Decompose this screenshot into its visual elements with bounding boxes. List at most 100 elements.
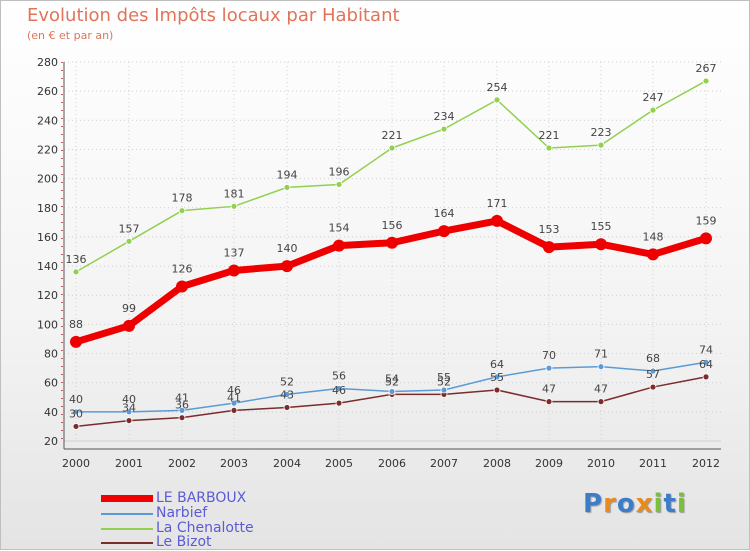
logo-letter: o	[616, 489, 636, 519]
data-point	[388, 388, 396, 395]
y-tick-label: 40	[44, 406, 58, 419]
data-point	[493, 373, 501, 381]
data-label: 41	[227, 391, 241, 404]
proxiti-logo[interactable]: Proxiti	[583, 489, 687, 519]
data-label: 47	[542, 383, 556, 396]
data-point	[230, 399, 238, 407]
data-label: 178	[172, 192, 193, 205]
data-point	[72, 423, 80, 430]
data-label: 40	[69, 393, 83, 406]
logo-letter: x	[635, 489, 654, 519]
data-label: 52	[437, 375, 451, 388]
y-tick-label: 80	[44, 348, 58, 361]
legend-label-le-barboux: LE BARBOUX	[156, 490, 247, 506]
data-label: 36	[175, 399, 189, 412]
legend-label-la-chenalotte: La Chenalotte	[156, 520, 254, 536]
data-point	[597, 398, 605, 406]
data-point	[178, 207, 186, 215]
data-point	[543, 241, 555, 254]
y-tick-label: 100	[37, 318, 58, 331]
data-point	[702, 373, 710, 381]
data-label: 46	[227, 384, 241, 397]
data-label: 68	[646, 352, 660, 365]
x-tick-label: 2002	[168, 457, 196, 470]
data-label: 137	[224, 246, 245, 259]
logo-letter: P	[583, 489, 604, 519]
data-label: 55	[437, 371, 451, 384]
data-point	[178, 414, 186, 422]
data-point	[545, 144, 553, 152]
data-point	[440, 125, 448, 133]
data-label: 223	[591, 126, 612, 139]
data-label: 47	[594, 383, 608, 396]
data-label: 181	[224, 187, 245, 200]
data-point	[281, 260, 293, 273]
data-point	[493, 96, 501, 104]
data-point	[700, 232, 712, 245]
data-label: 156	[382, 219, 403, 232]
data-label: 64	[490, 358, 504, 371]
data-point	[178, 406, 186, 414]
data-point	[333, 239, 345, 252]
data-label: 153	[539, 223, 560, 236]
data-point	[72, 268, 80, 276]
y-tick-label: 180	[37, 202, 58, 215]
y-tick-label: 160	[37, 231, 58, 244]
y-tick-label: 220	[37, 143, 58, 156]
x-tick-label: 2005	[325, 457, 353, 470]
data-label: 196	[329, 165, 350, 178]
x-tick-label: 2006	[378, 457, 406, 470]
data-point	[283, 404, 291, 411]
data-point	[228, 264, 240, 277]
x-tick-label: 2007	[430, 457, 458, 470]
data-label: 52	[385, 375, 399, 388]
data-label: 52	[280, 375, 294, 388]
data-point	[125, 417, 133, 424]
data-label: 99	[122, 302, 136, 315]
y-tick-label: 200	[37, 173, 58, 186]
data-point	[283, 390, 291, 398]
data-point	[491, 214, 503, 227]
data-label: 140	[277, 242, 298, 255]
data-point	[493, 386, 501, 394]
data-point	[595, 238, 607, 251]
data-point	[438, 225, 450, 238]
legend-swatch-le-barboux	[101, 495, 153, 502]
data-point	[335, 385, 343, 392]
legend-label-le-bizot: Le Bizot	[156, 534, 212, 550]
data-point	[125, 408, 133, 416]
data-label: 194	[277, 168, 298, 181]
chart-title: Evolution des Impôts locaux par Habitant	[27, 5, 400, 26]
data-label: 57	[646, 368, 660, 381]
data-point	[176, 280, 188, 293]
data-label: 54	[385, 372, 399, 385]
chart-subtitle: (en € et par an)	[27, 29, 114, 42]
data-point	[123, 319, 135, 332]
data-point	[545, 364, 553, 372]
data-point	[388, 144, 396, 152]
data-point	[70, 335, 82, 348]
data-point	[597, 141, 605, 149]
data-point	[230, 202, 238, 210]
data-label: 55	[490, 371, 504, 384]
x-tick-label: 2001	[115, 457, 143, 470]
data-labels: 88 99 126 137 140 154 156 164 171 153 155 148 159 40 4…	[66, 62, 717, 420]
data-point	[702, 77, 710, 85]
data-point	[386, 236, 398, 249]
data-label: 221	[382, 129, 403, 142]
data-label: 43	[280, 388, 294, 401]
x-tick-label: 2004	[273, 457, 301, 470]
data-point	[335, 181, 343, 188]
x-tick-label: 2010	[587, 457, 615, 470]
data-label: 40	[122, 393, 136, 406]
logo-letter: i	[653, 489, 664, 519]
x-tick-label: 2008	[483, 457, 511, 470]
data-point	[597, 363, 605, 371]
x-tick-label: 2009	[535, 457, 563, 470]
logo-letter: r	[603, 489, 617, 519]
data-label: 254	[487, 81, 508, 94]
data-point	[702, 358, 710, 366]
data-label: 154	[329, 222, 350, 235]
legend-swatch-le-bizot	[101, 542, 153, 544]
